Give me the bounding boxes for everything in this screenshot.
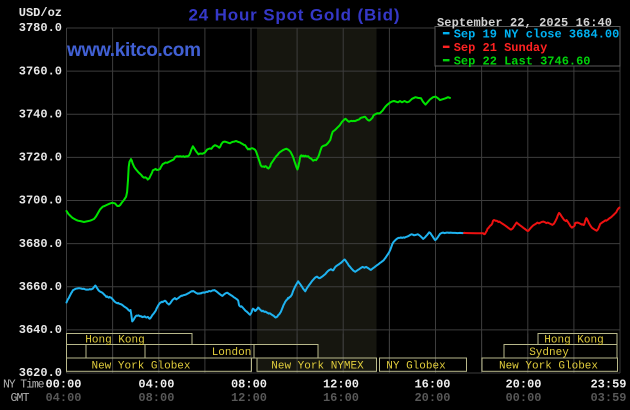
svg-text:New York Globex: New York Globex	[91, 360, 190, 372]
svg-text:3740.0: 3740.0	[19, 108, 62, 122]
svg-text:www.kitco.com: www.kitco.com	[66, 40, 201, 61]
svg-text:Sep 19 NY close 3684.00: Sep 19 NY close 3684.00	[454, 27, 620, 41]
svg-text:03:59: 03:59	[590, 391, 626, 405]
svg-text:08:00: 08:00	[138, 391, 174, 405]
svg-text:16:00: 16:00	[414, 378, 450, 392]
svg-text:12:00: 12:00	[323, 378, 359, 392]
svg-text:NY Time: NY Time	[3, 379, 45, 392]
svg-text:New York NYMEX: New York NYMEX	[271, 360, 364, 372]
svg-text:24 Hour Spot Gold (Bid): 24 Hour Spot Gold (Bid)	[189, 6, 400, 25]
svg-text:GMT: GMT	[11, 392, 30, 405]
svg-text:00:00: 00:00	[505, 391, 541, 405]
svg-text:Sep 22 Last 3746.60: Sep 22 Last 3746.60	[454, 54, 591, 68]
svg-text:3640.0: 3640.0	[19, 323, 62, 337]
svg-text:23:59: 23:59	[590, 378, 626, 392]
svg-text:00:00: 00:00	[45, 378, 81, 392]
svg-text:3720.0: 3720.0	[19, 151, 62, 165]
svg-text:3760.0: 3760.0	[19, 64, 62, 78]
svg-text:20:00: 20:00	[414, 391, 450, 405]
svg-text:USD/oz: USD/oz	[19, 6, 62, 20]
svg-text:08:00: 08:00	[231, 378, 267, 392]
svg-text:Hong Kong: Hong Kong	[544, 335, 603, 347]
svg-text:New York Globex: New York Globex	[499, 360, 598, 372]
svg-text:16:00: 16:00	[323, 391, 359, 405]
svg-text:September 22, 2025 16:40: September 22, 2025 16:40	[437, 16, 612, 30]
svg-text:20:00: 20:00	[505, 378, 541, 392]
svg-text:Sep 21 Sunday: Sep 21 Sunday	[454, 41, 548, 55]
svg-text:Hong Kong: Hong Kong	[85, 335, 144, 347]
svg-text:Sydney: Sydney	[529, 347, 569, 359]
svg-text:3680.0: 3680.0	[19, 237, 62, 251]
svg-text:3620.0: 3620.0	[19, 366, 62, 380]
svg-text:3660.0: 3660.0	[19, 280, 62, 294]
svg-text:NY Globex: NY Globex	[386, 360, 446, 372]
svg-text:London: London	[212, 347, 252, 359]
svg-text:04:00: 04:00	[45, 391, 81, 405]
svg-text:12:00: 12:00	[231, 391, 267, 405]
svg-text:3700.0: 3700.0	[19, 194, 62, 208]
svg-text:04:00: 04:00	[138, 378, 174, 392]
svg-text:3780.0: 3780.0	[19, 21, 62, 35]
